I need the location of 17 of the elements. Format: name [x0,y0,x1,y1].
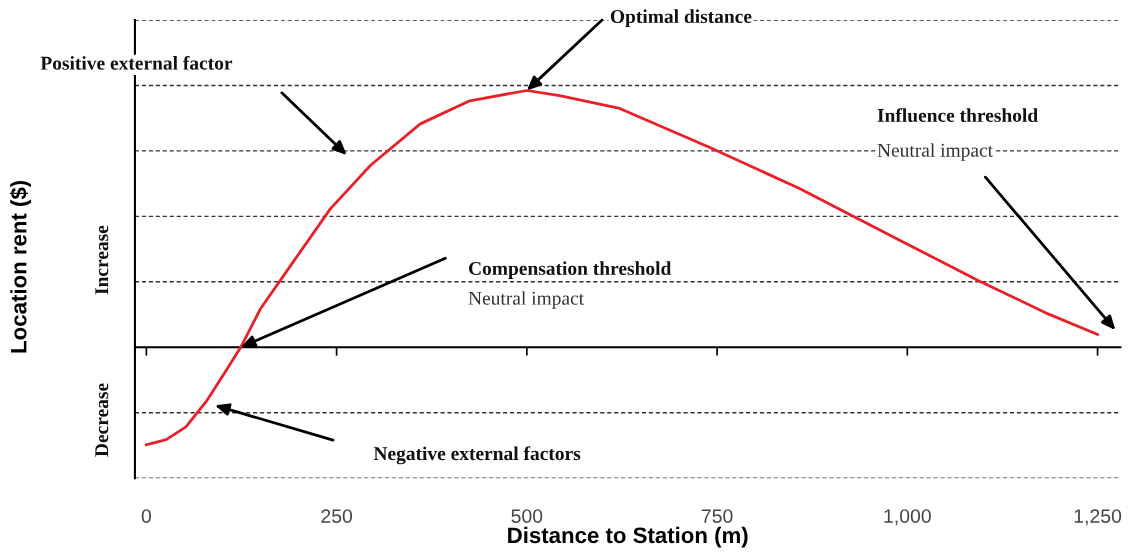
x-tick-label: 1,250 [1074,509,1122,526]
text: Increase [95,225,109,295]
text: Positive external factor [40,55,233,70]
x-tick-label: 750 [701,509,733,523]
text: Negative external factors [373,446,581,465]
text: Decrease [95,383,109,457]
annotation: Neutral impact [877,143,993,161]
x-tick-label: 1,000 [884,509,931,526]
annotation: Compensation threshold [468,261,672,279]
annotation: Influence threshold [877,108,1038,123]
x-tick-label: 500 [511,509,543,523]
x-tick-label: 0 [141,509,152,523]
annotation: Neutral impact [468,291,584,309]
y-axis-title: Location rent ($) [9,180,31,353]
annotation: Optimal distance [610,9,752,27]
x-tick-label: 250 [321,509,353,523]
x-axis-title: Distance to Station (m) [508,526,748,548]
